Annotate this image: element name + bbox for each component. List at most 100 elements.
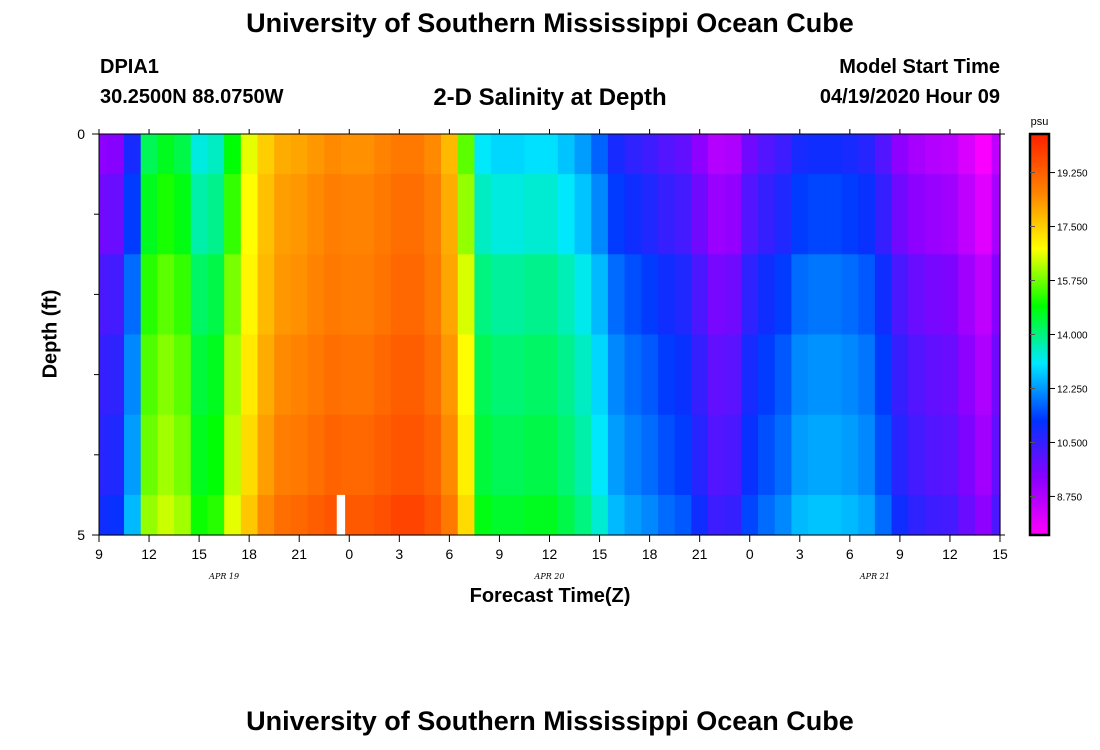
heatmap-cell xyxy=(541,174,559,255)
heatmap-cell xyxy=(891,174,909,255)
heatmap-cell xyxy=(140,414,158,496)
heatmap-cell xyxy=(390,134,409,175)
heatmap-cell xyxy=(657,134,676,175)
heatmap-cell xyxy=(557,414,576,496)
heatmap-cell xyxy=(99,174,108,255)
heatmap-cell xyxy=(374,414,392,496)
heatmap-cell xyxy=(324,414,342,496)
heatmap-cell xyxy=(157,134,175,175)
heatmap-cell xyxy=(808,334,826,416)
heatmap-cell xyxy=(874,174,893,255)
heatmap-cell xyxy=(708,254,726,336)
heatmap-cell xyxy=(841,174,859,255)
heatmap-cell xyxy=(307,174,325,255)
heatmap-cell xyxy=(124,494,142,536)
heatmap-cell xyxy=(190,494,209,536)
heatmap-cell xyxy=(741,494,759,536)
heatmap-cell xyxy=(924,254,943,336)
heatmap-cell xyxy=(340,334,359,416)
heatmap-cell xyxy=(607,174,626,255)
heatmap-cell xyxy=(374,254,392,336)
heatmap-cell xyxy=(824,134,843,175)
x-tick-label: 12 xyxy=(942,546,958,562)
heatmap-cell xyxy=(224,254,242,336)
heatmap-cell xyxy=(374,494,392,536)
heatmap-cell xyxy=(991,254,1001,336)
heatmap-cell xyxy=(574,334,592,416)
heatmap-cell xyxy=(207,254,225,336)
heatmap-cell xyxy=(924,414,943,496)
heatmap-cell xyxy=(908,254,926,336)
heatmap-cell xyxy=(541,254,559,336)
heatmap-cell xyxy=(724,174,742,255)
heatmap-cell xyxy=(924,494,943,536)
heatmap-cell xyxy=(474,134,492,175)
heatmap-cell xyxy=(924,134,943,175)
heatmap-cell xyxy=(257,254,275,336)
heatmap-cell xyxy=(274,414,292,496)
heatmap-cell xyxy=(958,254,976,336)
heatmap-cell xyxy=(124,334,142,416)
heatmap-cell xyxy=(390,174,409,255)
heatmap-cell xyxy=(574,494,592,536)
heatmap-cell xyxy=(824,334,843,416)
heatmap-cell xyxy=(891,494,909,536)
axes: 9 12 15 18 21 0 3 6 9 12 15 18 21 0 3 6 9 12 15 APR 19 APR 2… xyxy=(77,126,1008,581)
heatmap-cell xyxy=(708,134,726,175)
heatmap-cell xyxy=(407,254,425,336)
heatmap-cell xyxy=(240,494,259,536)
heatmap-cell xyxy=(557,174,576,255)
heatmap-cell xyxy=(574,174,592,255)
heatmap-cell xyxy=(174,134,192,175)
heatmap-cell xyxy=(374,334,392,416)
heatmap-cell xyxy=(958,494,976,536)
heatmap-cell xyxy=(657,174,676,255)
heatmap-cell xyxy=(641,414,659,496)
colorbar-tick-label: 12.250 xyxy=(1057,384,1088,395)
heatmap-cell xyxy=(124,174,142,255)
heatmap-cell xyxy=(240,134,259,175)
heatmap-cell xyxy=(290,134,309,175)
heatmap-cell xyxy=(157,334,175,416)
heatmap-cell xyxy=(958,334,976,416)
heatmap-cell xyxy=(457,414,476,496)
heatmap-cell xyxy=(424,414,442,496)
heatmap-cell xyxy=(140,494,158,536)
y-tick-label: 0 xyxy=(77,126,85,142)
heatmap-cell xyxy=(307,334,325,416)
heatmap-cell xyxy=(641,174,659,255)
heatmap-cell xyxy=(307,254,325,336)
heatmap-cell xyxy=(357,134,375,175)
heatmap-cell xyxy=(624,494,642,536)
heatmap-cells xyxy=(99,134,1001,536)
heatmap-cell xyxy=(207,134,225,175)
heatmap-cell xyxy=(374,134,392,175)
heatmap-cell xyxy=(99,254,108,336)
date-label: APR 20 xyxy=(534,572,565,581)
heatmap-cell xyxy=(207,174,225,255)
heatmap-cell xyxy=(290,174,309,255)
heatmap-cell xyxy=(841,334,859,416)
heatmap-cell xyxy=(407,134,425,175)
heatmap-cell xyxy=(607,334,626,416)
heatmap-cell xyxy=(724,334,742,416)
heatmap-cell xyxy=(491,494,509,536)
heatmap-cell xyxy=(257,334,275,416)
heatmap-cell xyxy=(808,174,826,255)
heatmap-cell xyxy=(190,134,209,175)
heatmap-cell xyxy=(691,494,709,536)
heatmap-cell xyxy=(591,414,609,496)
heatmap-cell xyxy=(340,494,359,536)
heatmap-cell xyxy=(941,174,959,255)
heatmap-cell xyxy=(474,334,492,416)
date-label: APR 21 xyxy=(859,572,890,581)
heatmap-cell xyxy=(491,174,509,255)
heatmap-cell xyxy=(174,174,192,255)
heatmap-cell xyxy=(691,254,709,336)
heatmap-cell xyxy=(908,134,926,175)
heatmap-cell xyxy=(724,494,742,536)
heatmap-cell xyxy=(641,494,659,536)
colorbar-tick-label: 8.750 xyxy=(1057,492,1082,503)
heatmap-cell xyxy=(624,254,642,336)
